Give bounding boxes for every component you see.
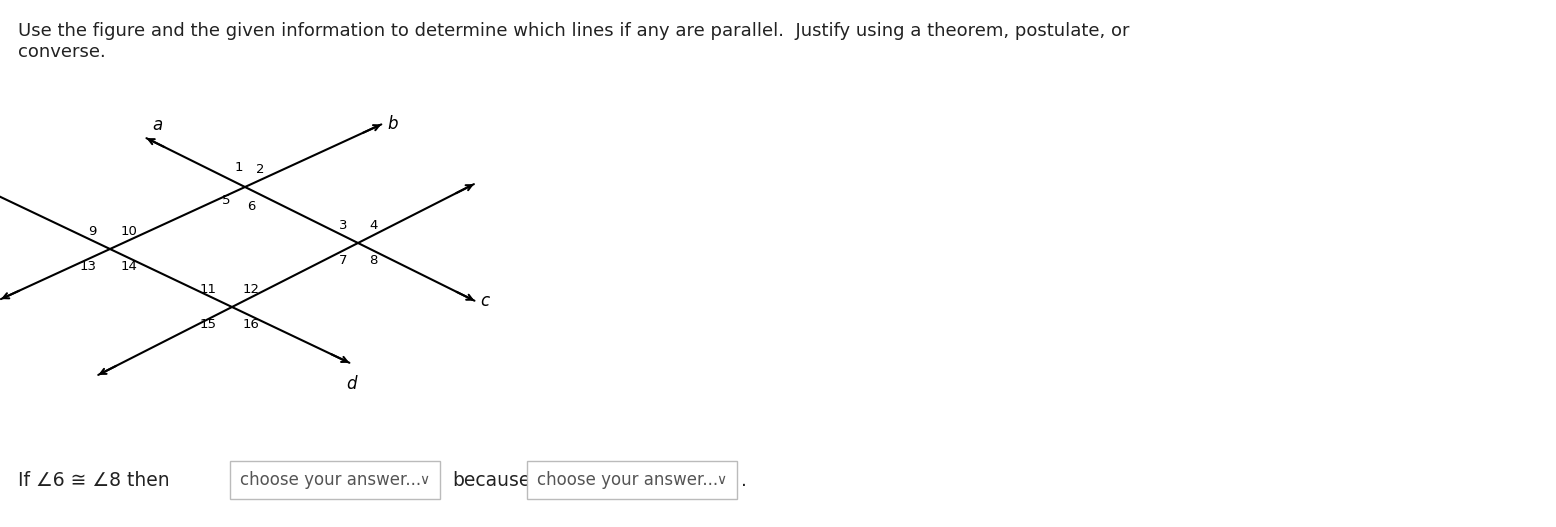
Text: b: b [387, 115, 398, 133]
FancyBboxPatch shape [230, 461, 440, 499]
FancyBboxPatch shape [527, 461, 738, 499]
Text: 8: 8 [369, 254, 378, 267]
Text: 4: 4 [369, 219, 378, 232]
Text: c: c [481, 292, 490, 310]
Text: because: because [451, 471, 531, 490]
Text: ∨: ∨ [716, 473, 727, 487]
Text: 10: 10 [121, 225, 138, 238]
Text: Use the figure and the given information to determine which lines if any are par: Use the figure and the given information… [19, 22, 1130, 40]
Text: converse.: converse. [19, 43, 106, 61]
Text: .: . [741, 471, 747, 490]
Text: 7: 7 [339, 254, 347, 267]
Text: choose your answer...: choose your answer... [240, 471, 422, 489]
Text: 3: 3 [339, 219, 347, 232]
Text: choose your answer...: choose your answer... [537, 471, 719, 489]
Text: 6: 6 [247, 200, 255, 213]
Text: a: a [152, 116, 163, 134]
Text: 14: 14 [121, 260, 138, 273]
Text: 13: 13 [79, 260, 96, 273]
Text: d: d [345, 375, 356, 393]
Text: ∨: ∨ [419, 473, 429, 487]
Text: If ∠6 ≅ ∠8 then: If ∠6 ≅ ∠8 then [19, 471, 170, 490]
Text: 5: 5 [221, 194, 230, 207]
Text: 1: 1 [235, 161, 243, 174]
Text: 15: 15 [201, 318, 216, 331]
Text: 12: 12 [243, 283, 260, 296]
Text: 16: 16 [243, 318, 260, 331]
Text: 11: 11 [201, 283, 216, 296]
Text: 2: 2 [257, 163, 265, 176]
Text: 9: 9 [89, 225, 96, 238]
